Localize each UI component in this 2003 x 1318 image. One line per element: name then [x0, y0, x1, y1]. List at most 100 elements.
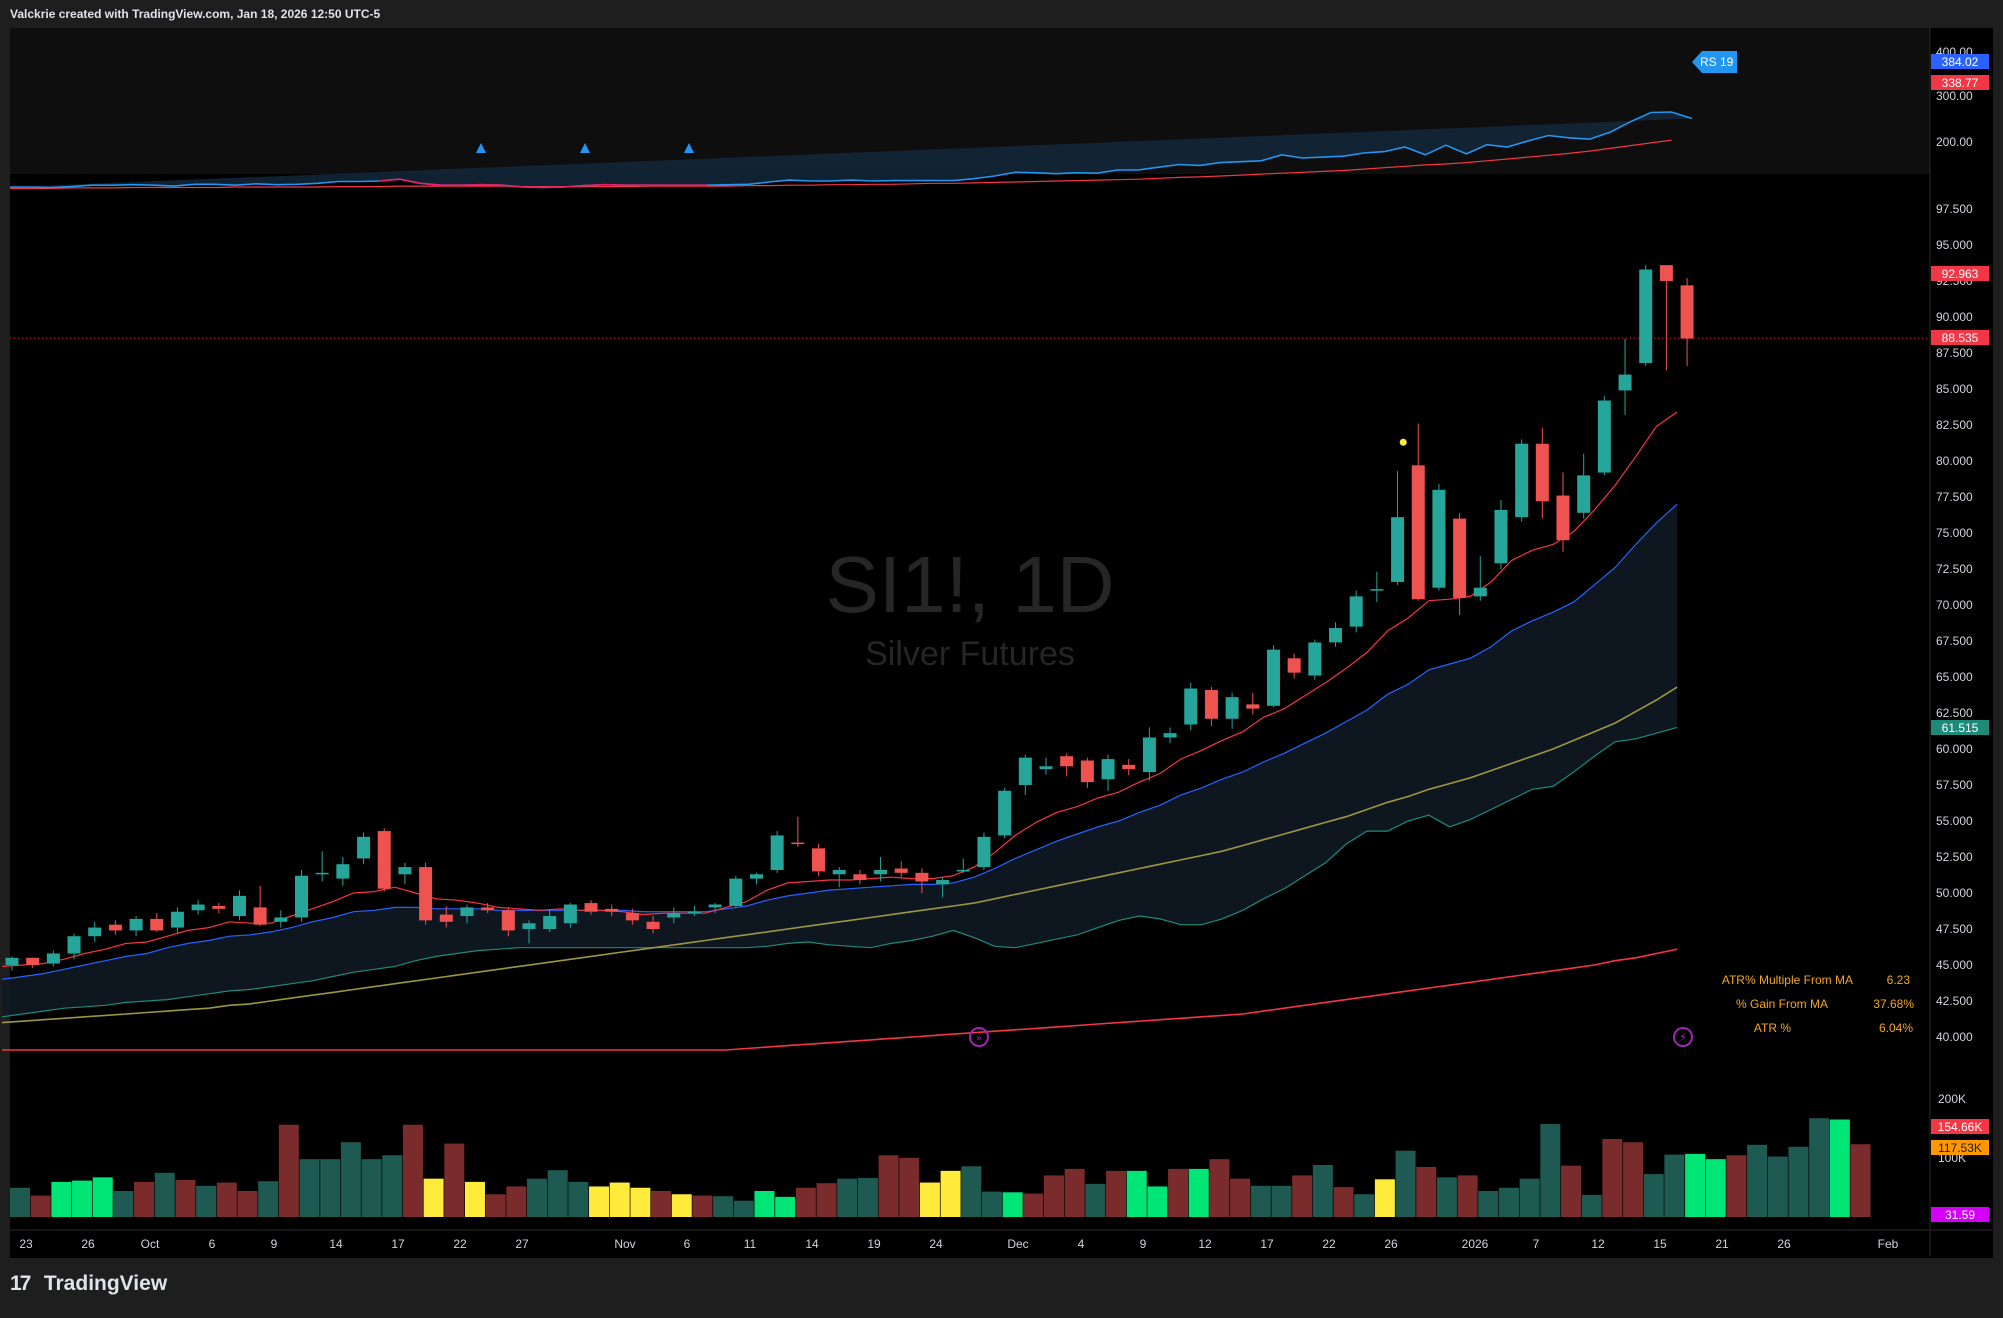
volume-bar: [1664, 1154, 1685, 1217]
attribution-text: Valckrie created with TradingView.com, J…: [10, 7, 381, 21]
high-price-text: 92.963: [1942, 267, 1979, 281]
candle-body: [336, 864, 350, 879]
time-axis-tick: 17: [1260, 1237, 1274, 1251]
volume-bar: [423, 1178, 444, 1217]
volume-bar: [299, 1159, 320, 1217]
rs-layer: [10, 111, 1693, 189]
candle-body: [729, 878, 743, 906]
time-axis-tick: Nov: [614, 1237, 635, 1251]
volume-bar: [196, 1185, 217, 1217]
time-axis-tick: 22: [1322, 1237, 1336, 1251]
volume-bar: [1602, 1139, 1623, 1217]
candle-body: [439, 914, 453, 922]
candle-body: [67, 936, 81, 954]
candle-body: [501, 910, 515, 931]
info-label-atr-multiple: ATR% Multiple From MA: [1722, 973, 1853, 987]
volume-bar: [1168, 1168, 1189, 1217]
volume-bar: [1478, 1191, 1499, 1217]
price-layer: [1, 265, 1930, 1051]
header-bar: Valckrie created with TradingView.com, J…: [0, 0, 2003, 28]
extra-value-text: 31.59: [1945, 1208, 1975, 1222]
volume-bar: [216, 1182, 237, 1217]
candle-body: [1225, 697, 1239, 719]
volume-bar: [1726, 1155, 1747, 1217]
volume-bar: [568, 1181, 589, 1217]
volume-bar: [1230, 1178, 1251, 1217]
candle-body: [1639, 269, 1653, 364]
candle-body: [315, 872, 329, 875]
forward-events-icon[interactable]: »: [969, 1027, 989, 1047]
volume-bar: [1147, 1186, 1168, 1217]
time-axis-tick: 6: [684, 1237, 691, 1251]
ma-value-text: 61.515: [1942, 721, 1979, 735]
ema21-line: [1, 503, 1678, 980]
volume-bar: [1044, 1175, 1064, 1217]
price-axis-tick: 80.000: [1936, 454, 1973, 468]
time-axis-tick: 19: [867, 1237, 881, 1251]
candle-body: [522, 923, 536, 929]
volume-layer: [10, 1118, 1871, 1217]
volume-bar: [775, 1196, 796, 1217]
volume-bar: [113, 1191, 134, 1217]
time-axis-tick: Oct: [141, 1237, 160, 1251]
price-axis-tick: 90.000: [1936, 310, 1973, 324]
volume-value-tag: 154.66K: [1931, 1119, 1989, 1134]
volume-bar: [713, 1196, 734, 1217]
volume-bar: [1312, 1165, 1333, 1217]
candle-body: [274, 917, 288, 922]
time-axis-tick: 9: [271, 1237, 278, 1251]
time-axis-tick: 6: [209, 1237, 216, 1251]
candle-body: [1494, 509, 1508, 564]
candle-body: [812, 848, 826, 872]
volume-bar: [258, 1181, 279, 1217]
candle-body: [88, 927, 102, 937]
lightning-icon[interactable]: ⚡: [1673, 1027, 1693, 1047]
volume-bar: [1498, 1187, 1519, 1217]
chart-canvas[interactable]: SI1!, 1D Silver Futures 400.00300.00200.…: [0, 0, 2003, 1258]
volume-bar: [527, 1178, 547, 1217]
volume-bar: [899, 1157, 920, 1217]
time-axis-tick: Dec: [1007, 1237, 1028, 1251]
price-axis-tick: 77.500: [1936, 490, 1973, 504]
volume-bar: [340, 1142, 361, 1217]
volume-bar: [237, 1191, 258, 1217]
volume-bar: [51, 1181, 72, 1217]
candle-body: [1060, 756, 1074, 767]
volume-bar: [1685, 1153, 1706, 1217]
volume-bar: [1374, 1179, 1395, 1217]
volume-bar: [278, 1124, 299, 1217]
candle-body: [1308, 642, 1322, 676]
volume-bar: [485, 1194, 506, 1217]
volume-bar: [444, 1143, 465, 1217]
candle-body: [853, 874, 867, 881]
volume-axis-tick: 200K: [1938, 1092, 1966, 1106]
volume-bar: [402, 1124, 423, 1217]
volume-bar: [1188, 1168, 1209, 1217]
time-axis-tick: 14: [805, 1237, 819, 1251]
time-axis-tick: 2026: [1462, 1237, 1489, 1251]
candle-body: [1618, 374, 1632, 391]
candle-body: [543, 916, 557, 929]
rs-badge-text: RS 19: [1700, 55, 1734, 69]
candle-body: [791, 842, 805, 845]
rs-ma-text: 338.77: [1942, 76, 1979, 90]
tradingview-logo[interactable]: 17 TradingView: [10, 1272, 167, 1296]
volume-bar: [1250, 1185, 1271, 1217]
candle-body: [232, 895, 246, 917]
volume-bar: [1085, 1183, 1106, 1217]
volume-bar: [589, 1186, 610, 1217]
volume-bar: [630, 1187, 651, 1217]
price-axis-tick: 67.500: [1936, 634, 1973, 648]
time-axis-tick: 27: [515, 1237, 529, 1251]
volume-bar: [1023, 1193, 1044, 1217]
candle-body: [915, 872, 929, 882]
time-axis-tick: 7: [1533, 1237, 1540, 1251]
candle-body: [1391, 517, 1405, 582]
volume-bar: [1767, 1156, 1788, 1217]
candle-body: [956, 869, 970, 872]
rs-ma-tag: 338.77: [1931, 75, 1989, 90]
candle-body: [1473, 587, 1487, 597]
time-axis-tick: 24: [929, 1237, 943, 1251]
volume-bar: [795, 1187, 816, 1217]
rs-badge: RS 19: [1692, 51, 1737, 73]
